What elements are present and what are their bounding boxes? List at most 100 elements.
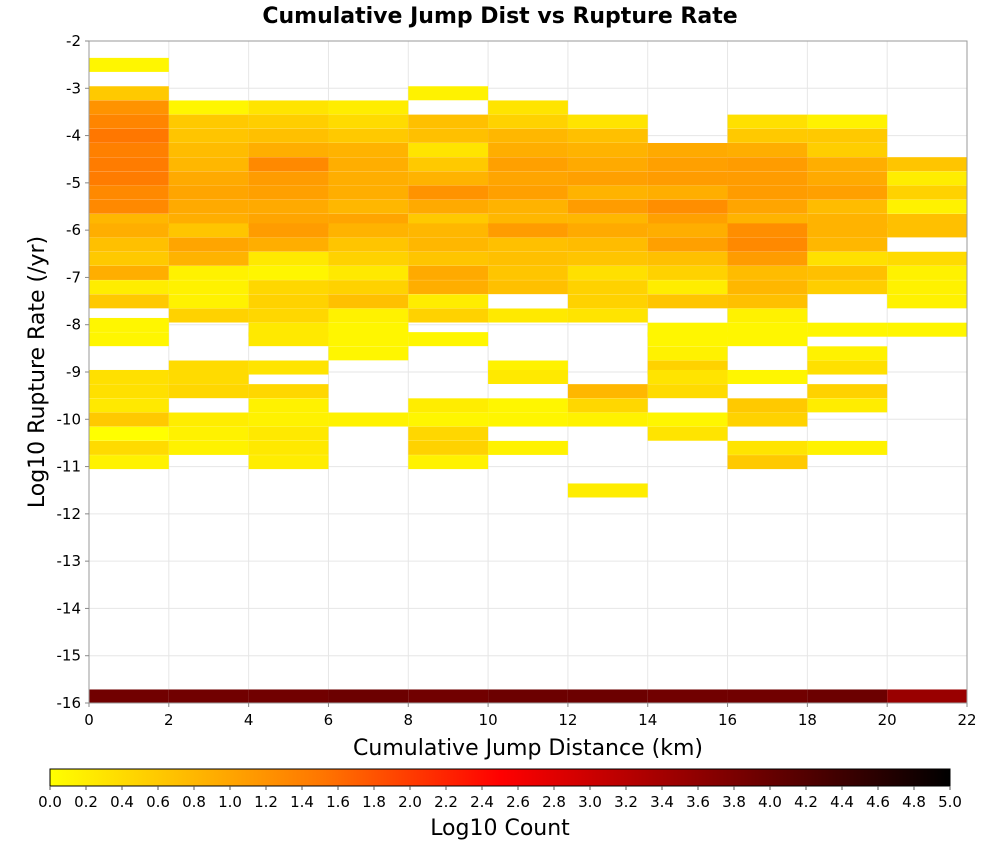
heatmap-cell <box>408 398 489 413</box>
heatmap-cell <box>488 199 568 214</box>
colorbar-tick-label: 0.2 <box>74 793 98 811</box>
heatmap-cell <box>567 483 648 498</box>
heatmap-cell <box>727 237 808 252</box>
x-tick-label: 12 <box>558 711 577 729</box>
heatmap-cell <box>647 412 728 427</box>
colorbar-tick-label: 2.2 <box>434 793 458 811</box>
heatmap-cell <box>408 440 489 455</box>
heatmap-cell <box>887 280 967 295</box>
heatmap-cell <box>328 412 409 427</box>
heatmap-cell <box>647 171 728 186</box>
heatmap-cell <box>647 426 728 441</box>
heatmap-cell <box>647 185 728 200</box>
heatmap-cell <box>567 280 648 295</box>
heatmap-cell <box>408 114 489 129</box>
heatmap-cell <box>168 100 249 115</box>
heatmap-cell <box>647 332 728 347</box>
heatmap-cell <box>168 412 249 427</box>
heatmap-cell <box>328 185 409 200</box>
heatmap-cell <box>168 237 249 252</box>
heatmap-cell <box>408 237 489 252</box>
heatmap-cell <box>727 185 808 200</box>
heatmap-cell <box>408 223 489 238</box>
heatmap-cell <box>248 412 329 427</box>
heatmap-cell <box>328 157 409 172</box>
heatmap-cell <box>488 142 568 158</box>
heatmap-cell <box>567 171 648 186</box>
heatmap-cell <box>408 86 489 101</box>
x-axis-ticks: 0 2 4 6 8 10 12 14 16 18 20 22 <box>84 703 977 729</box>
heatmap-cell <box>647 237 728 252</box>
heatmap-cell <box>727 142 808 158</box>
heatmap-cell <box>89 384 169 399</box>
heatmap-cell <box>168 223 249 238</box>
heatmap-cell <box>248 280 329 295</box>
heatmap-cell <box>727 440 808 455</box>
heatmap-cell <box>488 280 568 295</box>
heatmap-cell <box>567 237 648 252</box>
heatmap-cell <box>328 308 409 323</box>
heatmap-cell <box>168 440 249 455</box>
x-tick-label: 0 <box>84 711 94 729</box>
heatmap-cell <box>89 280 169 295</box>
heatmap-cell <box>89 199 169 214</box>
y-tick-label: -12 <box>57 505 82 523</box>
heatmap-cell <box>647 369 728 384</box>
heatmap-cell <box>328 142 409 158</box>
heatmap-cell <box>168 689 249 704</box>
colorbar-tick-label: 4.4 <box>830 793 854 811</box>
heatmap-cell <box>727 332 808 347</box>
heatmap-cell <box>248 360 329 375</box>
colorbar-tick-label: 0.8 <box>182 793 206 811</box>
heatmap-cell <box>248 199 329 214</box>
heatmap-cell <box>89 369 169 384</box>
heatmap-cell <box>168 265 249 280</box>
heatmap-cell <box>248 398 329 413</box>
heatmap-cell <box>807 157 888 172</box>
heatmap-cell <box>647 689 728 704</box>
heatmap-cell <box>727 251 808 266</box>
heatmap-cell <box>567 689 648 704</box>
heatmap-cell <box>408 199 489 214</box>
x-tick-label: 10 <box>479 711 498 729</box>
heatmap-cell <box>887 251 967 266</box>
heatmap-cell <box>647 223 728 238</box>
heatmap-cell <box>408 308 489 323</box>
heatmap-cell <box>89 412 169 427</box>
colorbar-tick-label: 3.4 <box>650 793 674 811</box>
heatmap-cell <box>328 100 409 115</box>
heatmap-cell <box>727 689 808 704</box>
heatmap-cell <box>567 265 648 280</box>
heatmap-cell <box>168 142 249 158</box>
heatmap-cell <box>328 223 409 238</box>
heatmap-cell <box>89 426 169 441</box>
heatmap-cell <box>807 689 888 704</box>
heatmap-cell <box>408 280 489 295</box>
heatmap-cell <box>727 294 808 309</box>
heatmap-cell <box>647 199 728 214</box>
colorbar-tick-label: 0.6 <box>146 793 170 811</box>
heatmap-cell <box>807 384 888 399</box>
heatmap-cell <box>248 251 329 266</box>
heatmap-cell <box>887 294 967 309</box>
heatmap-cell <box>807 360 888 375</box>
heatmap-cell <box>567 185 648 200</box>
heatmap-cell <box>647 265 728 280</box>
heatmap-cell <box>168 369 249 384</box>
heatmap-cell <box>807 322 888 337</box>
heatmap-cell <box>328 332 409 347</box>
y-tick-label: -16 <box>57 694 82 712</box>
y-tick-label: -14 <box>57 599 82 617</box>
heatmap-cell <box>488 171 568 186</box>
heatmap-cell <box>89 171 169 186</box>
heatmap-cell <box>887 265 967 280</box>
heatmap-cell <box>168 308 249 323</box>
heatmap-cell <box>248 265 329 280</box>
heatmap-cell <box>807 251 888 266</box>
colorbar-tick-label: 3.2 <box>614 793 638 811</box>
heatmap-cell <box>89 157 169 172</box>
heatmap-cell <box>807 185 888 200</box>
colorbar-tick-label: 3.0 <box>578 793 602 811</box>
colorbar-tick-label: 5.0 <box>938 793 962 811</box>
heatmap-cell <box>89 223 169 238</box>
